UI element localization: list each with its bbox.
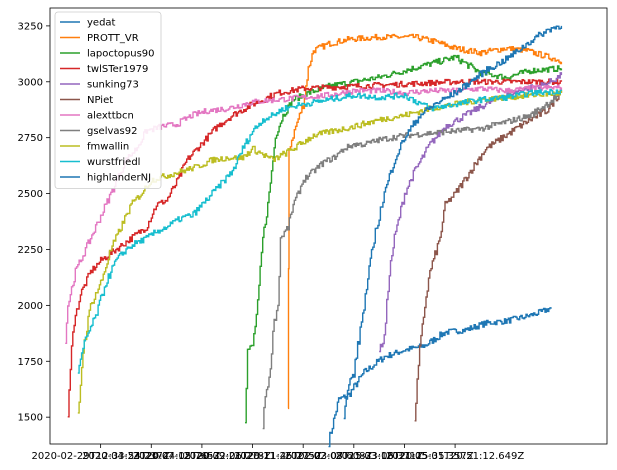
- series-line-twlSTer1979: [67, 78, 563, 418]
- x-tick-label: 2021-03-18T20:15:35.357Z: [335, 451, 473, 462]
- legend-label: fmwallin: [87, 142, 129, 153]
- legend-label: highlanderNJ: [87, 173, 151, 184]
- legend-label: twlSTer1979: [87, 64, 148, 75]
- y-tick-label: 1500: [18, 413, 43, 424]
- x-tick-label: 2021-05-01T20:51:12.649Z: [386, 451, 524, 462]
- x-tick-label: 2021-02-08T15:33:06.371Z: [285, 451, 423, 462]
- legend-label: gselvas92: [87, 126, 137, 137]
- series-line-wurstfriedl: [77, 88, 563, 374]
- legend: yedat PROTT_VR lapoctopus90 twlSTer1979 sunk…: [54, 11, 162, 189]
- legend-label: sunking73: [87, 80, 139, 91]
- series-line-lapoctopus90: [245, 54, 563, 424]
- series-line-NPiet: [414, 90, 563, 422]
- x-tick-label: 2020-04-23T20:44:05.765Z: [82, 451, 220, 462]
- legend-label: PROTT_VR: [87, 33, 139, 44]
- x-tick-label: 2020-11-26T02:03:07.608Z: [234, 451, 372, 462]
- x-tick-label: 2020-02-29T12:33:54.237Z: [32, 451, 170, 462]
- y-tick-label: 2250: [18, 245, 43, 256]
- y-tick-label: 3250: [18, 21, 43, 32]
- series-line-yedat: [328, 307, 552, 448]
- series-line-gselvas92: [262, 91, 563, 430]
- legend-label: wurstfriedl: [87, 157, 140, 168]
- y-tick-label: 2500: [18, 189, 43, 200]
- y-tick-label: 2000: [18, 301, 43, 312]
- y-tick-label: 3000: [18, 77, 43, 88]
- y-tick-label: 1750: [18, 357, 43, 368]
- x-axis: 2020-02-29T12:33:54.237Z2020-04-23T20:44…: [32, 444, 524, 462]
- x-tick-label: 2020-07-12T20:32:06.278Z: [133, 451, 271, 462]
- series-line-highlanderNJ: [343, 25, 563, 420]
- x-tick-label: 2020-09-21T23:11:45.275Z: [183, 451, 321, 462]
- legend-label: alexttbcn: [87, 111, 134, 122]
- legend-box: [54, 11, 162, 189]
- y-tick-label: 2750: [18, 133, 43, 144]
- legend-label: NPiet: [87, 95, 113, 106]
- y-axis: 1500 1750 2000 2250 2500 2750 3000 3250: [18, 21, 50, 424]
- legend-label: yedat: [87, 18, 116, 29]
- series-line-sunking73: [379, 72, 563, 353]
- series-layer: [65, 25, 563, 448]
- legend-label: lapoctopus90: [87, 49, 155, 60]
- plot-frame: [49, 7, 608, 445]
